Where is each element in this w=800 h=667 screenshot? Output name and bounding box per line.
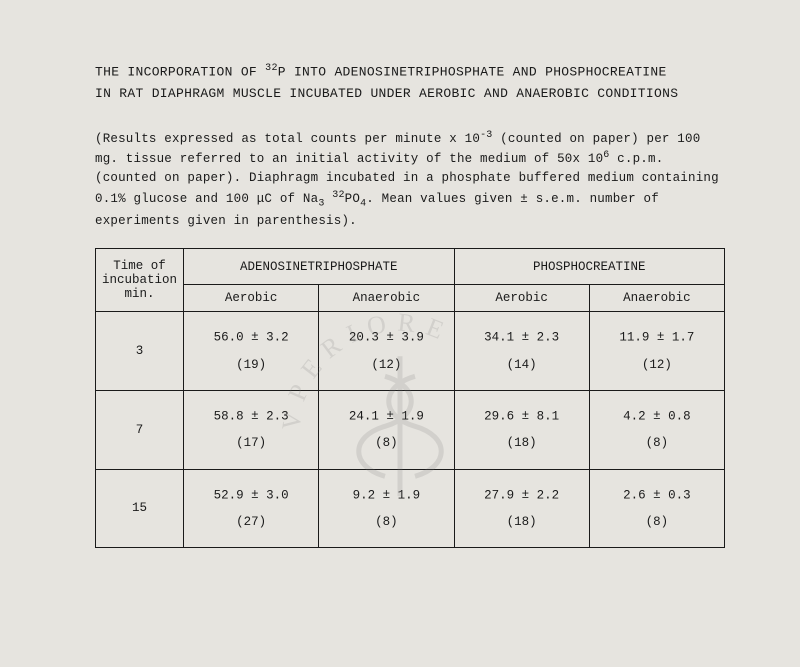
data-cell: 2.6 ± 0.3(8) <box>589 469 724 548</box>
cap-1: (Results expressed as total counts per m… <box>95 132 480 146</box>
table-row: 758.8 ± 2.3(17)24.1 ± 1.9(8)29.6 ± 8.1(1… <box>96 391 725 470</box>
data-cell: 20.3 ± 3.9(12) <box>319 312 454 391</box>
cap-4s: 32 <box>332 190 344 201</box>
time-cell: 3 <box>96 312 184 391</box>
data-cell: 58.8 ± 2.3(17) <box>184 391 319 470</box>
table-body: 356.0 ± 3.2(19)20.3 ± 3.9(12)34.1 ± 2.3(… <box>96 312 725 548</box>
time-cell: 15 <box>96 469 184 548</box>
data-cell: 52.9 ± 3.0(27) <box>184 469 319 548</box>
title-line1-post: P INTO ADENOSINETRIPHOSPHATE AND PHOSPHO… <box>278 64 667 79</box>
table-row: 356.0 ± 3.2(19)20.3 ± 3.9(12)34.1 ± 2.3(… <box>96 312 725 391</box>
data-cell: 24.1 ± 1.9(8) <box>319 391 454 470</box>
data-cell: 9.2 ± 1.9(8) <box>319 469 454 548</box>
data-cell: 29.6 ± 8.1(18) <box>454 391 589 470</box>
table-row: 1552.9 ± 3.0(27)9.2 ± 1.9(8)27.9 ± 2.2(1… <box>96 469 725 548</box>
col-time: Time of incubation min. <box>96 249 184 312</box>
data-cell: 11.9 ± 1.7(12) <box>589 312 724 391</box>
data-cell: 4.2 ± 0.8(8) <box>589 391 724 470</box>
cap-3s: 3 <box>318 199 324 210</box>
cap-1s: -3 <box>480 130 492 141</box>
title-sup: 32 <box>265 63 278 74</box>
col-atp-anaerobic: Anaerobic <box>319 285 454 312</box>
data-cell: 34.1 ± 2.3(14) <box>454 312 589 391</box>
col-pc-anaerobic: Anaerobic <box>589 285 724 312</box>
col-group-pc: PHOSPHOCREATINE <box>454 249 724 285</box>
time-cell: 7 <box>96 391 184 470</box>
col-group-atp: ADENOSINETRIPHOSPHATE <box>184 249 454 285</box>
col-atp-aerobic: Aerobic <box>184 285 319 312</box>
data-cell: 27.9 ± 2.2(18) <box>454 469 589 548</box>
data-table: Time of incubation min. ADENOSINETRIPHOS… <box>95 248 725 548</box>
col-pc-aerobic: Aerobic <box>454 285 589 312</box>
title-line2: IN RAT DIAPHRAGM MUSCLE INCUBATED UNDER … <box>95 86 678 101</box>
page-title: THE INCORPORATION OF 32P INTO ADENOSINET… <box>95 60 725 106</box>
cap-5: PO <box>345 192 360 206</box>
data-cell: 56.0 ± 3.2(19) <box>184 312 319 391</box>
title-line1-pre: THE INCORPORATION OF <box>95 64 265 79</box>
caption: (Results expressed as total counts per m… <box>95 128 725 231</box>
